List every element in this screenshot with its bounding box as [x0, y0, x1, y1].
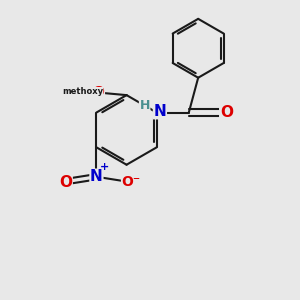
Text: O: O [220, 105, 233, 120]
Text: O: O [92, 85, 104, 99]
Text: O: O [59, 175, 72, 190]
Text: O⁻: O⁻ [122, 175, 141, 189]
Text: methoxy: methoxy [62, 87, 103, 96]
Text: N: N [154, 104, 166, 119]
Text: +: + [100, 162, 109, 172]
Text: N: N [90, 169, 103, 184]
Text: H: H [140, 98, 150, 112]
